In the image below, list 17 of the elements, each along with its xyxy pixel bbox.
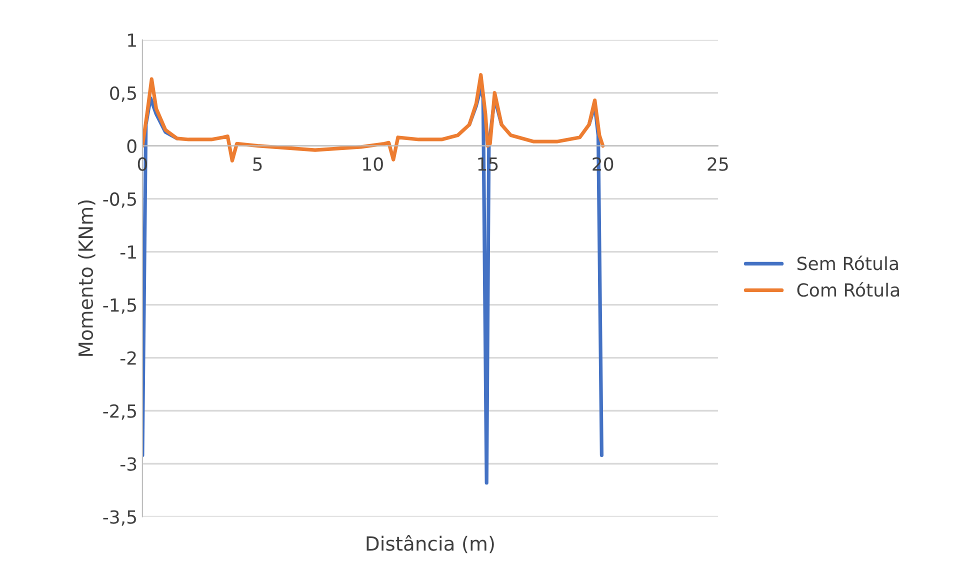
x-axis-title: Distância (m): [366, 535, 494, 554]
y-tick-label: -0,5: [103, 192, 136, 208]
x-tick-label: 25: [708, 157, 728, 171]
y-tick-label: 0: [127, 139, 136, 153]
y-tick-label: -1,5: [103, 298, 136, 314]
y-tick-label: -2: [120, 351, 136, 365]
y-tick-label: -2,5: [103, 404, 136, 420]
y-tick-label: 1: [128, 34, 136, 47]
y-tick-label: -3,5: [103, 510, 136, 526]
y-axis-title: Momento (KNm): [78, 200, 96, 356]
y-tick-label: 0,5: [110, 86, 136, 102]
x-tick-label: 10: [363, 157, 383, 171]
x-tick-label: 5: [253, 158, 262, 171]
y-tick-label: -3: [120, 457, 136, 471]
legend-label: Com Rótula: [797, 282, 899, 297]
y-tick-label: -1: [120, 246, 136, 259]
legend-label: Sem Rótula: [797, 256, 898, 270]
